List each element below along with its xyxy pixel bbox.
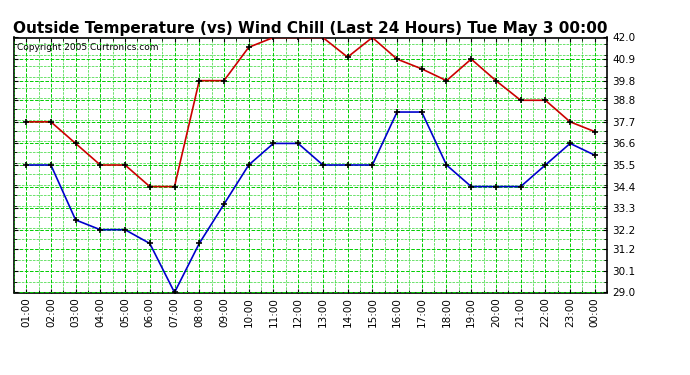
- Text: Copyright 2005 Curtronics.com: Copyright 2005 Curtronics.com: [17, 43, 158, 52]
- Title: Outside Temperature (vs) Wind Chill (Last 24 Hours) Tue May 3 00:00: Outside Temperature (vs) Wind Chill (Las…: [13, 21, 608, 36]
